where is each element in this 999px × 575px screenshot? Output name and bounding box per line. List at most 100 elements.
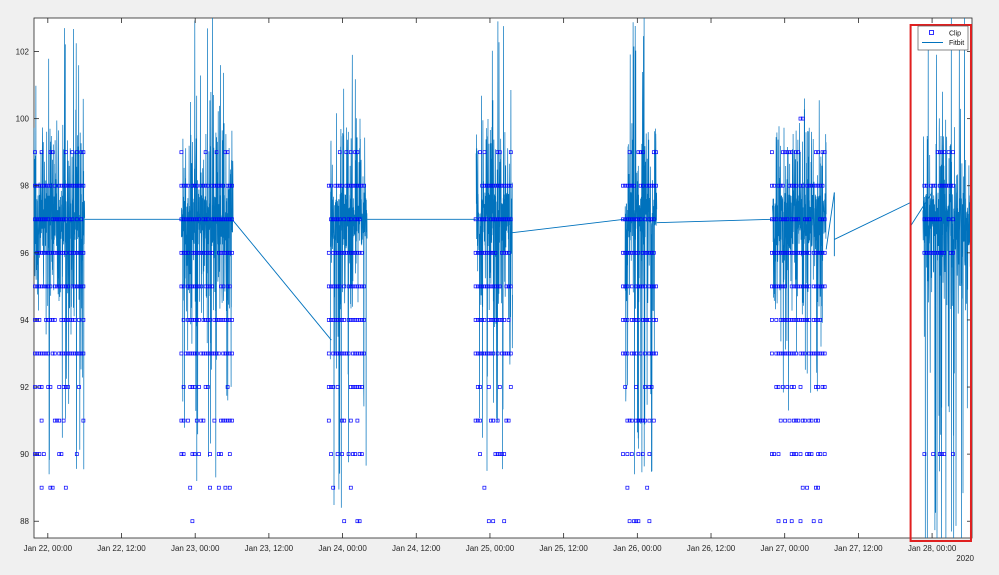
clip-marker — [504, 183, 509, 188]
clip-marker — [942, 150, 947, 155]
clip-marker — [225, 150, 230, 155]
clip-marker — [197, 284, 201, 289]
clip-marker — [800, 485, 805, 490]
clip-marker — [822, 351, 827, 356]
clip-marker — [205, 217, 210, 222]
clip-marker — [647, 217, 652, 222]
clip-marker — [39, 284, 44, 289]
clip-marker — [814, 250, 818, 255]
clip-marker — [942, 183, 947, 188]
clip-marker — [818, 250, 823, 255]
clip-marker — [190, 318, 195, 322]
clip-marker — [922, 250, 927, 255]
clip-marker — [219, 284, 223, 289]
clip-marker — [340, 250, 344, 255]
clip-marker — [776, 284, 781, 289]
clip-marker — [627, 250, 632, 255]
clip-marker — [486, 351, 491, 356]
clip-marker — [68, 183, 73, 188]
clip-marker — [41, 250, 46, 255]
clip-marker — [333, 351, 338, 356]
clip-marker — [811, 183, 816, 188]
clip-marker — [48, 250, 53, 255]
clip-marker — [194, 418, 199, 423]
clip-marker — [353, 318, 358, 322]
clip-marker — [640, 250, 645, 255]
clip-marker — [778, 217, 783, 222]
fitbit-activity-trace — [329, 54, 368, 508]
clip-marker — [331, 485, 336, 490]
clip-marker — [74, 452, 79, 456]
clip-marker — [197, 385, 201, 389]
clip-marker — [46, 318, 51, 322]
clip-marker — [634, 519, 639, 524]
clip-marker — [506, 318, 511, 322]
clip-marker — [627, 418, 632, 423]
clip-marker — [194, 250, 199, 255]
clip-marker — [924, 217, 929, 222]
clip-marker — [508, 351, 513, 356]
clip-marker — [55, 284, 59, 289]
clip-marker — [331, 250, 336, 255]
clip-marker — [929, 217, 933, 222]
clip-marker — [807, 351, 812, 356]
clip-marker — [636, 150, 641, 155]
clip-marker — [181, 318, 186, 322]
clip-marker — [478, 418, 482, 423]
clip-marker — [649, 217, 654, 222]
clip-marker — [201, 250, 206, 255]
clip-marker — [212, 418, 217, 423]
clip-marker — [495, 418, 500, 423]
clip-marker — [772, 452, 776, 456]
clip-marker — [52, 250, 57, 255]
clip-marker — [502, 183, 507, 188]
clip-marker — [814, 150, 818, 155]
x-tick-label: Jan 24, 00:00 — [318, 544, 367, 553]
clip-marker — [940, 250, 944, 255]
clip-marker — [340, 452, 344, 456]
clip-marker — [776, 250, 781, 255]
clip-marker — [55, 250, 59, 255]
clip-marker — [776, 385, 781, 389]
clip-marker — [326, 418, 331, 423]
clip-marker — [197, 250, 201, 255]
clip-marker — [634, 284, 639, 289]
clip-marker — [478, 250, 482, 255]
clip-marker — [500, 351, 504, 356]
clip-marker — [473, 250, 478, 255]
clip-marker — [63, 183, 68, 188]
clip-marker — [774, 217, 779, 222]
clip-marker — [822, 250, 827, 255]
clip-marker — [484, 284, 489, 289]
clip-marker — [223, 318, 228, 322]
clip-marker — [495, 351, 500, 356]
clip-marker — [473, 217, 478, 222]
clip-marker — [216, 318, 221, 322]
clip-marker — [787, 150, 792, 155]
clip-marker — [346, 452, 351, 456]
clip-marker — [348, 183, 353, 188]
clip-marker — [654, 318, 658, 322]
clip-marker — [506, 217, 511, 222]
clip-marker — [629, 250, 634, 255]
fitbit-connector-line — [834, 202, 911, 240]
clip-marker — [508, 284, 513, 289]
clip-marker — [647, 318, 652, 322]
clip-marker — [643, 318, 647, 322]
clip-marker — [809, 418, 814, 423]
clip-marker — [818, 284, 823, 289]
clip-marker — [489, 217, 493, 222]
clip-marker — [59, 250, 64, 255]
clip-marker — [493, 318, 498, 322]
clip-marker — [203, 250, 208, 255]
clip-marker — [70, 318, 75, 322]
fitbit-activity-trace — [772, 98, 827, 411]
clip-marker — [72, 351, 77, 356]
clip-marker — [205, 183, 210, 188]
clip-marker — [651, 351, 656, 356]
clip-marker — [818, 183, 823, 188]
clip-marker — [227, 217, 232, 222]
clip-marker — [37, 284, 42, 289]
clip-marker — [46, 250, 51, 255]
clip-marker — [225, 418, 230, 423]
